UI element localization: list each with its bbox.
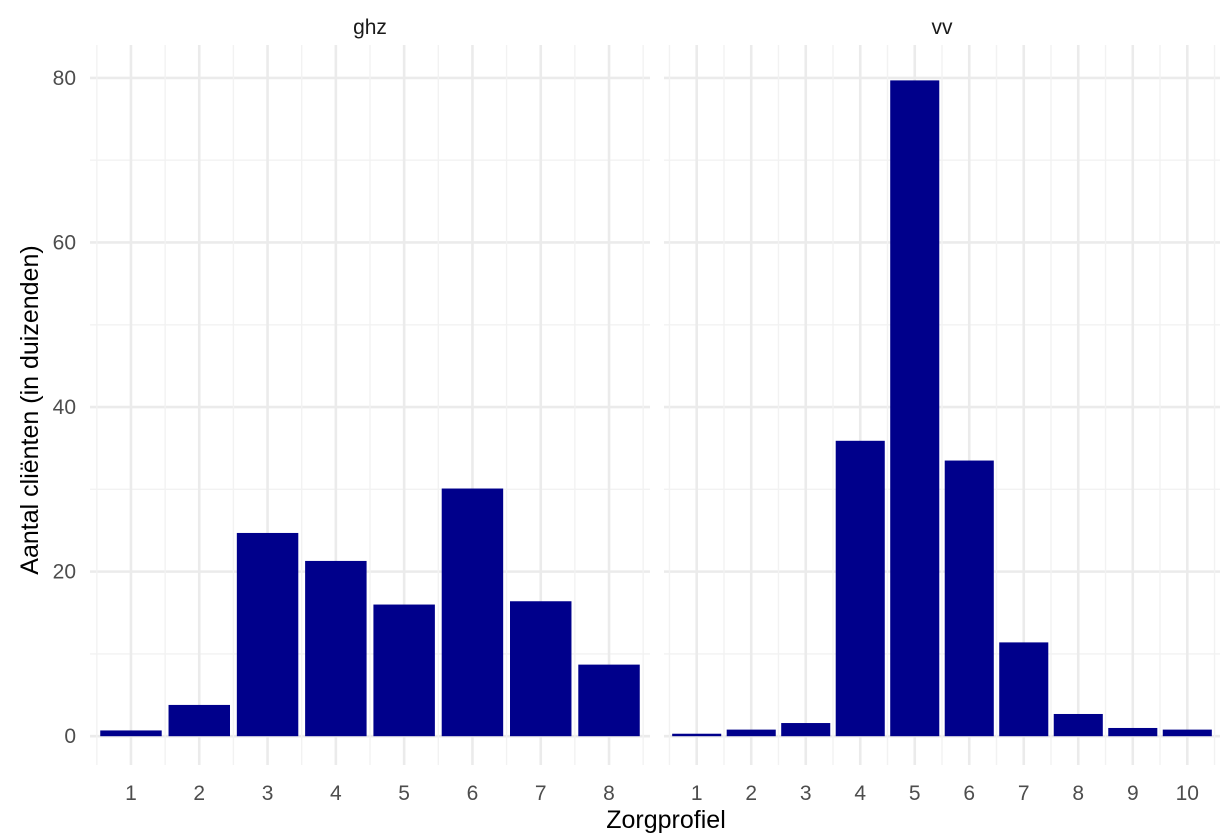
bar: [1053, 713, 1103, 737]
x-tick-label: 5: [909, 782, 921, 805]
bar: [726, 729, 776, 737]
bar: [305, 560, 367, 737]
bar: [578, 664, 640, 737]
bar: [441, 488, 504, 737]
x-tick-label: 6: [467, 782, 479, 805]
bar: [835, 440, 885, 737]
x-tick-label: 2: [193, 782, 205, 805]
x-tick-label: 4: [330, 782, 342, 805]
x-tick-label: 1: [125, 782, 137, 805]
y-tick-label: 20: [53, 561, 76, 584]
x-tick-label: 3: [262, 782, 274, 805]
y-tick-label: 80: [53, 67, 76, 90]
bar: [373, 604, 435, 737]
y-tick-label: 60: [53, 231, 76, 254]
bar: [781, 723, 831, 737]
x-tick-label: 4: [854, 782, 866, 805]
x-tick-label: 2: [745, 782, 757, 805]
bar: [1162, 729, 1212, 737]
facet-title: vv: [932, 16, 954, 39]
y-tick-label: 40: [53, 396, 76, 419]
x-tick-label: 3: [800, 782, 812, 805]
bars: [100, 80, 1212, 737]
bar: [100, 730, 162, 737]
x-axis-title: Zorgprofiel: [606, 806, 726, 834]
bar: [944, 460, 994, 737]
x-tick-label: 8: [603, 782, 615, 805]
x-tick-label: 9: [1127, 782, 1139, 805]
facet-title: ghz: [353, 16, 387, 39]
bar: [672, 733, 722, 737]
x-tick-label: 5: [398, 782, 410, 805]
y-tick-label: 0: [64, 725, 76, 748]
bar: [510, 601, 572, 737]
bar: [168, 704, 230, 737]
x-tick-label: 10: [1176, 782, 1199, 805]
x-tick-label: 8: [1072, 782, 1084, 805]
labels: 1 2 3 4 5 6 7 8 ghz 1 2 3 4 5 6 7 8 9 10 vv 0 20 40 60 80: [53, 16, 1199, 805]
x-tick-label: 7: [535, 782, 547, 805]
bar: [890, 80, 940, 737]
bar: [236, 532, 299, 737]
bar: [1108, 727, 1158, 737]
x-tick-label: 7: [1018, 782, 1030, 805]
x-tick-label: 6: [963, 782, 975, 805]
y-axis-title: Aantal cliënten (in duizenden): [16, 245, 44, 574]
x-tick-label: 1: [691, 782, 703, 805]
bar: [999, 642, 1049, 737]
